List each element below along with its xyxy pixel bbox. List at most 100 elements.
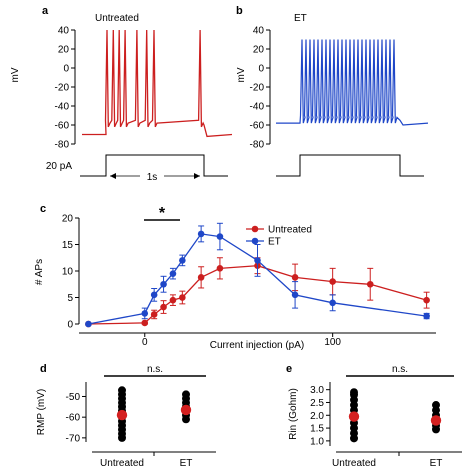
series-line-et	[88, 233, 427, 325]
data-point	[197, 230, 205, 238]
mean-marker	[116, 409, 128, 421]
category-label: ET	[430, 458, 443, 469]
ytick-label: 0	[258, 64, 264, 75]
category-label: Untreated	[332, 458, 376, 469]
panel-d-yticks: -70 -60 -50	[66, 392, 86, 444]
panel-e-points	[348, 388, 442, 443]
ytick-label: -50	[66, 392, 81, 403]
panel-a-ylabel: mV	[10, 67, 21, 82]
data-point	[150, 291, 158, 299]
ytick-label: 5	[67, 293, 73, 304]
data-point	[150, 311, 158, 318]
panel-a-stim-label: 20 pA	[46, 161, 72, 172]
data-point	[179, 257, 186, 264]
ytick-label: -40	[55, 102, 70, 113]
mean-marker	[348, 411, 360, 422]
panel-c-series	[85, 222, 430, 328]
ytick-label: 20	[253, 45, 265, 56]
data-point	[350, 434, 358, 443]
panel-d-xlabels: Untreated ET	[100, 458, 192, 469]
mean-marker	[180, 404, 192, 416]
panel-e-letter: e	[286, 363, 292, 375]
panel-e: e Rin (Gohm) n.s. 1.01.5 2.0 2.5 3.0 Untrea…	[286, 363, 462, 469]
xtick-label: 100	[324, 337, 341, 348]
ytick-label: 0	[63, 64, 69, 75]
ytick-label: 2.5	[310, 398, 324, 409]
ytick-label: -60	[66, 413, 81, 424]
panel-d-letter: d	[40, 363, 47, 375]
ytick-label: -60	[55, 121, 70, 132]
data-point	[366, 280, 374, 288]
data-point	[423, 312, 430, 320]
panel-a-duration-label: 1s	[147, 172, 158, 183]
ytick-label: -20	[55, 83, 70, 94]
panel-b-voltage-trace	[276, 39, 429, 126]
xtick-label: 0	[142, 337, 148, 348]
panel-b-trace-label: ET	[294, 13, 307, 24]
data-point	[160, 280, 167, 288]
ytick-label: -40	[250, 102, 265, 113]
panel-e-xlabels: Untreated ET	[332, 458, 442, 469]
panel-b-yticks: -80 -60 -40 -20 0 20 40	[250, 26, 270, 151]
ytick-label: 2.0	[310, 411, 324, 422]
ytick-label: 1.5	[310, 424, 324, 435]
panel-d-ylabel: RMP (mV)	[36, 389, 47, 435]
panel-a-arrowhead-right	[194, 173, 200, 179]
panel-a-stimulus-step	[80, 154, 228, 177]
panel-e-ylabel: Rin (Gohm)	[288, 388, 299, 440]
ytick-label: 0	[67, 320, 73, 331]
panel-c-yticks: 0 5 10 15 20	[62, 214, 79, 331]
ytick-label: 3.0	[310, 385, 324, 396]
legend-label: ET	[268, 237, 281, 248]
panel-a-arrowhead-left	[110, 173, 116, 179]
panel-c-ylabel: # APs	[34, 259, 45, 285]
panel-c: c # APs 0 5 10 15 20 0 100 Current injection …	[34, 203, 436, 351]
data-point	[291, 274, 299, 281]
legend-label: Untreated	[268, 225, 312, 236]
panel-b-letter: b	[236, 5, 243, 17]
ytick-label: 40	[253, 26, 265, 37]
data-point	[291, 291, 299, 299]
panel-c-significance-star: *	[159, 205, 166, 222]
ytick-label: -20	[250, 83, 265, 94]
panel-a: a Untreated mV -80 -60 -40 -20 0 20 40 20 pA 1…	[10, 5, 233, 183]
category-label: ET	[180, 458, 193, 469]
data-point	[432, 425, 440, 434]
panel-d-points	[116, 386, 192, 442]
ytick-label: 40	[58, 26, 70, 37]
panel-b-stimulus-step	[276, 154, 424, 177]
legend-marker	[251, 225, 259, 233]
data-point	[141, 319, 149, 327]
data-point	[118, 433, 126, 442]
data-point	[179, 294, 186, 301]
data-point	[182, 415, 190, 424]
mean-marker	[430, 415, 442, 426]
panel-b: b ET mV -80 -60 -40 -20 0 20 40	[236, 5, 429, 177]
ytick-label: -80	[55, 140, 70, 151]
panel-a-yticks: -80 -60 -40 -20 0 20 40	[55, 26, 75, 151]
data-point	[216, 265, 224, 272]
ytick-label: -70	[66, 433, 81, 444]
data-point	[216, 233, 224, 240]
data-point	[197, 274, 205, 281]
ytick-label: 15	[62, 240, 74, 251]
panel-d: d RMP (mV) n.s. -70 -60 -50 Untreated ET	[36, 363, 216, 469]
panel-a-duration-bg	[140, 169, 164, 183]
panel-a-letter: a	[42, 5, 49, 17]
ytick-label: 10	[62, 267, 74, 278]
panel-c-letter: c	[40, 203, 46, 215]
ytick-label: -80	[250, 140, 265, 151]
panel-a-trace-label: Untreated	[95, 13, 139, 24]
data-point	[254, 257, 261, 264]
ytick-label: 20	[58, 45, 70, 56]
data-point	[423, 296, 430, 304]
data-point	[85, 320, 92, 328]
legend-marker	[251, 237, 259, 245]
data-point	[329, 299, 336, 307]
panel-a-voltage-trace	[82, 29, 233, 138]
panel-c-xlabel: Current injection (pA)	[210, 340, 304, 351]
data-point	[169, 270, 177, 277]
category-label: Untreated	[100, 458, 144, 469]
